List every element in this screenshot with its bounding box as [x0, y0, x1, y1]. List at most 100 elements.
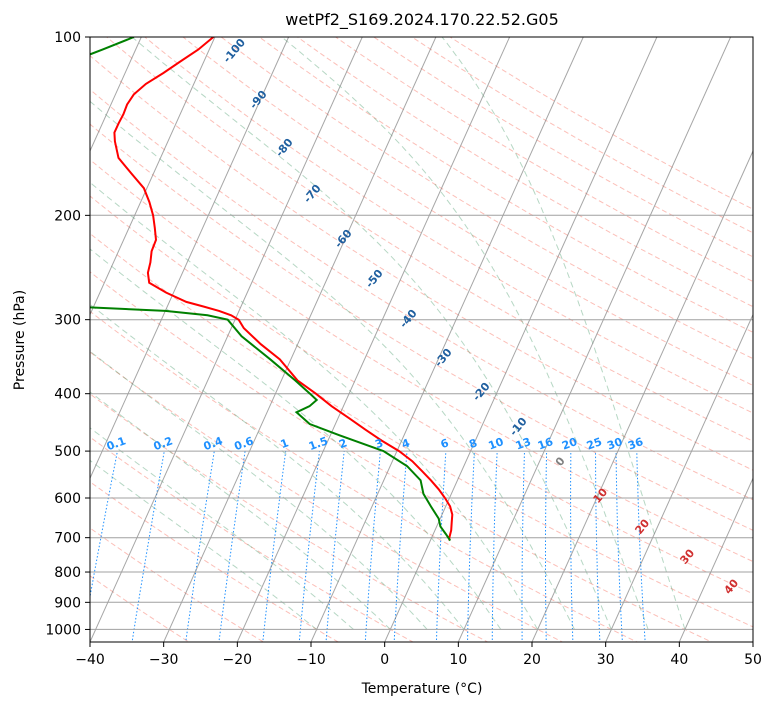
y-tick-label: 500	[54, 444, 81, 460]
profile-lines	[90, 37, 454, 542]
mixing-ratio-label: 0.4	[202, 434, 225, 453]
y-tick-label: 100	[54, 30, 81, 46]
x-tick-label: −20	[223, 652, 253, 668]
isotherm	[384, 37, 658, 642]
mixing-ratio-label: 8	[467, 436, 479, 451]
mixing-ratio-label: 4	[400, 436, 412, 451]
dry-adiabat	[90, 436, 414, 642]
isotherm	[90, 37, 363, 642]
dry-adiabat	[449, 37, 753, 210]
dry-adiabat	[90, 88, 753, 501]
dry-adiabat	[220, 37, 753, 360]
y-tick-label: 400	[54, 387, 81, 403]
isotherm	[531, 149, 753, 642]
dry-adiabat	[90, 527, 265, 642]
moist-adiabat	[90, 181, 539, 630]
dry-adiabat-label: -80	[273, 136, 296, 160]
x-tick-label: 0	[380, 652, 389, 668]
dry-adiabat	[182, 37, 753, 387]
y-axis-label: Pressure (hPa)	[12, 290, 28, 390]
isotherm	[678, 477, 753, 642]
x-tick-label: −10	[296, 652, 326, 668]
mixing-ratio-label: 1.5	[307, 434, 330, 453]
isotherm	[605, 313, 753, 642]
x-tick-label: −40	[75, 652, 105, 668]
mixing-ratio-label: 10	[487, 435, 506, 453]
mixing-ratio-label: 3	[373, 436, 385, 451]
dry-adiabat	[90, 159, 753, 563]
chart-title: wetPf2_S169.2024.170.22.52.G05	[285, 10, 559, 30]
mixing-ratio-label: 25	[585, 435, 604, 452]
moist-adiabat	[131, 37, 612, 630]
mixing-ratio-line	[491, 451, 498, 642]
dry-adiabat-label: -90	[247, 88, 270, 112]
mixing-ratio-line	[393, 451, 408, 642]
dry-adiabat	[259, 37, 753, 333]
moist-adiabat	[90, 350, 428, 630]
mixing-ratio-label: 0.6	[233, 434, 256, 453]
mixing-ratio-label: 0.2	[152, 434, 175, 453]
dry-adiabat-label: -50	[363, 267, 386, 291]
dry-adiabat	[144, 37, 753, 414]
mixing-ratio-line	[570, 451, 574, 642]
isotherm	[90, 37, 290, 480]
moist-adiabat	[90, 303, 465, 630]
moist-adiabat	[90, 248, 502, 630]
isotherm	[0, 37, 68, 642]
y-tick-label: 800	[54, 565, 81, 581]
mixing-ratio-label: 0.1	[105, 434, 128, 453]
y-tick-label: 200	[54, 208, 81, 224]
mixing-ratio-label: 13	[514, 435, 533, 452]
mixing-ratio-line	[595, 451, 601, 642]
dry-adiabat	[90, 123, 753, 531]
mixing-ratio-label: 36	[626, 435, 645, 453]
x-tick-label: 50	[744, 652, 762, 668]
mixing-ratio-line	[467, 451, 475, 642]
dry-adiabat	[90, 195, 753, 595]
dry-adiabat-label: -70	[301, 182, 324, 206]
mixing-ratio-line	[636, 451, 646, 642]
moist-label: 0	[553, 454, 568, 468]
dry-adiabat	[90, 393, 489, 642]
x-tick-label: 30	[597, 652, 615, 668]
isotherm	[90, 37, 142, 153]
dry-adiabat	[90, 271, 713, 642]
moist-adiabat	[281, 37, 649, 630]
mixing-ratio-line	[218, 451, 246, 642]
moist-label: 40	[721, 576, 741, 596]
temperature-line	[113, 37, 454, 541]
mixing-ratio-line	[615, 451, 623, 642]
y-tick-label: 300	[54, 313, 81, 329]
x-axis: −40 −30 −20 −10 0 10 20 30 40 50	[75, 642, 762, 668]
x-axis-label: Temperature (°C)	[361, 681, 483, 697]
mixing-ratio-label: 30	[605, 435, 624, 453]
line-labels: -100-90-80-70-60-50-40-30-20-10010203040…	[105, 36, 742, 597]
mixing-ratio-line	[298, 451, 320, 642]
moist-label: 10	[590, 485, 610, 505]
mixing-ratio-label: 1	[279, 436, 291, 451]
dry-adiabat	[90, 232, 753, 628]
mixing-ratio-line	[435, 451, 447, 642]
mixing-ratio-line	[545, 451, 548, 642]
y-tick-label: 900	[54, 595, 81, 611]
mixing-ratio-label: 20	[560, 435, 579, 453]
x-tick-label: 20	[523, 652, 541, 668]
x-tick-label: 10	[449, 652, 467, 668]
isotherm	[90, 37, 216, 316]
dry-adiabat	[90, 310, 639, 642]
moist-label: 30	[677, 546, 697, 566]
isotherm	[310, 37, 584, 642]
moist-adiabat	[90, 391, 391, 630]
mixing-ratio-label: 6	[439, 436, 451, 451]
y-axis: 100 200 300 400 500 600 700 800 900 1000	[45, 30, 90, 638]
dry-adiabat	[90, 481, 340, 642]
mixing-ratio-label: 16	[536, 435, 555, 453]
isotherm	[236, 37, 511, 642]
moist-adiabat	[90, 459, 317, 630]
isotherm	[163, 37, 437, 642]
dry-adiabat-label: -40	[397, 307, 420, 331]
dry-adiabat	[90, 55, 753, 471]
isotherm	[752, 640, 753, 642]
mixing-ratio-line	[185, 451, 215, 642]
